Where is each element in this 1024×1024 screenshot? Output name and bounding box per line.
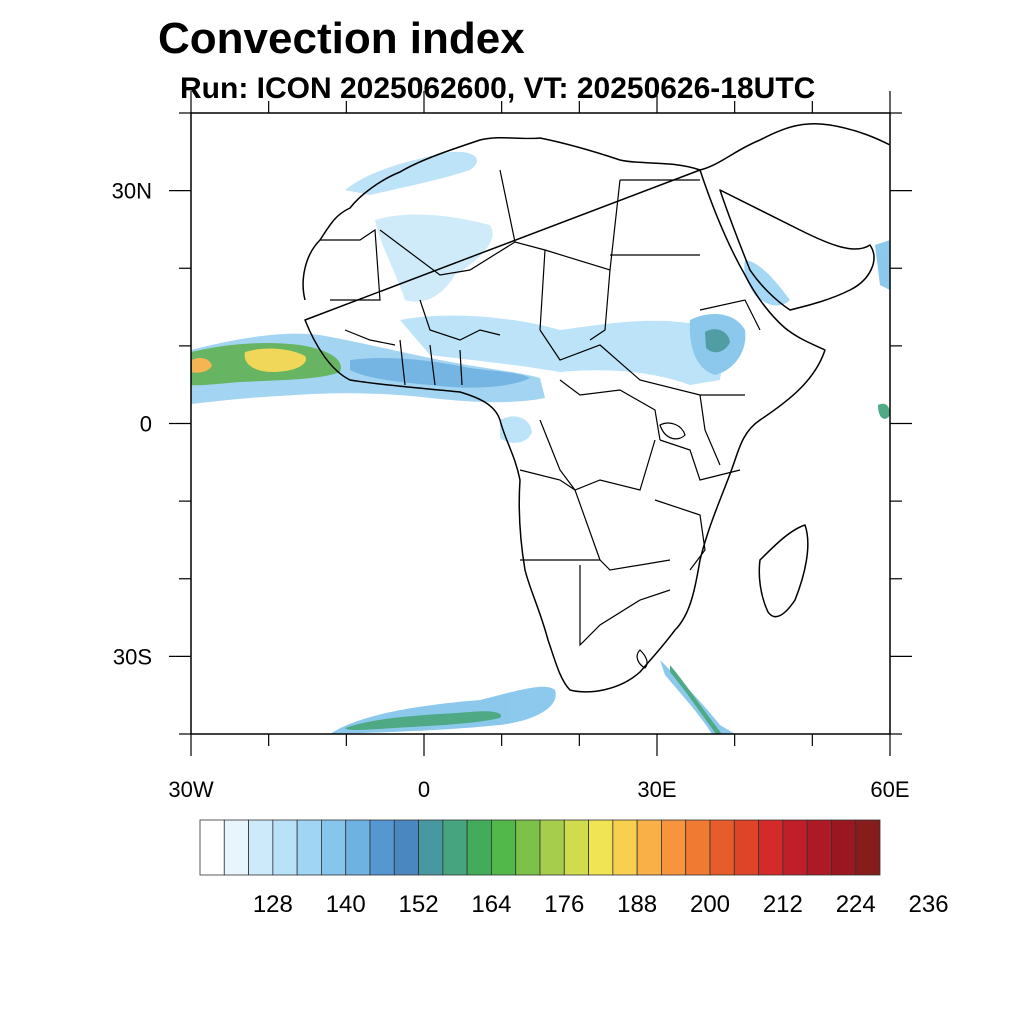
lat-tick-label: 0 (140, 412, 152, 437)
lat-tick-label: 30S (113, 644, 152, 669)
colorbar-swatch (442, 819, 468, 876)
lon-tick-label: 30E (637, 777, 676, 802)
convection-sahel (400, 315, 725, 385)
colorbar-swatch (855, 819, 881, 876)
lon-tick-label: 0 (418, 777, 430, 802)
colorbar-label: 224 (836, 891, 876, 918)
country-borders (320, 169, 761, 669)
colorbar-swatch (272, 819, 298, 876)
colorbar-swatch (466, 819, 492, 876)
colorbar-swatch (393, 819, 419, 876)
convection-south-indian-core (670, 665, 722, 734)
colorbar-label: 128 (253, 891, 293, 918)
convection-arabia (744, 260, 790, 306)
lon-tick-label: 30W (168, 777, 213, 802)
convection-core-hot (244, 348, 306, 372)
colorbar-swatch (588, 819, 614, 876)
convection-guinea-coast (350, 357, 530, 388)
colorbar-label: 212 (763, 891, 803, 918)
colorbar-swatch (539, 819, 565, 876)
colorbar-swatch (418, 819, 444, 876)
lat-tick-label: 30N (112, 179, 152, 204)
colorbar-swatch (733, 819, 759, 876)
convection-north-1 (345, 151, 478, 195)
convection-field (191, 151, 890, 734)
colorbar-swatch (563, 819, 589, 876)
colorbar (199, 819, 881, 876)
axis-tick-labels: 30W 0 30E 60E 30N 0 30S (112, 179, 910, 802)
colorbar-label: 164 (471, 891, 511, 918)
colorbar-swatch (806, 819, 832, 876)
colorbar-swatch (223, 819, 249, 876)
colorbar-swatch (709, 819, 735, 876)
colorbar-label: 152 (399, 891, 439, 918)
coastline (302, 122, 890, 693)
colorbar-swatch (782, 819, 808, 876)
colorbar-swatch (248, 819, 274, 876)
colorbar-label: 176 (544, 891, 584, 918)
colorbar-swatch (636, 819, 662, 876)
map-subtitle: Run: ICON 2025062600, VT: 20250626-18UTC (180, 72, 816, 105)
map-title: Convection index (158, 14, 525, 63)
colorbar-swatch (831, 819, 857, 876)
colorbar-swatch (758, 819, 784, 876)
colorbar-label: 188 (617, 891, 657, 918)
colorbar-swatch (369, 819, 395, 876)
convection-south-atlantic-core (345, 711, 501, 730)
colorbar-swatch (321, 819, 347, 876)
colorbar-swatch (199, 819, 225, 876)
colorbar-label: 236 (909, 891, 949, 918)
convection-core-hot2 (192, 358, 212, 373)
colorbar-label: 140 (326, 891, 366, 918)
colorbar-swatch (661, 819, 687, 876)
convection-east-edge (875, 240, 890, 290)
colorbar-swatch (685, 819, 711, 876)
axis-ticks (169, 91, 912, 756)
lon-tick-label: 60E (870, 777, 909, 802)
map-frame (190, 112, 891, 735)
map-area (191, 122, 890, 734)
colorbar-label: 200 (690, 891, 730, 918)
convection-ethiopia-core (705, 329, 730, 353)
colorbar-swatch (612, 819, 638, 876)
convection-north-2 (375, 214, 493, 302)
convection-congo (500, 416, 532, 443)
colorbar-swatch (296, 819, 322, 876)
colorbar-labels: 128 140 152 164 176 188 200 212 224 236 (253, 891, 949, 918)
convection-east-edge2 (878, 403, 890, 419)
colorbar-swatch (515, 819, 541, 876)
colorbar-swatch (345, 819, 371, 876)
colorbar-swatch (491, 819, 517, 876)
